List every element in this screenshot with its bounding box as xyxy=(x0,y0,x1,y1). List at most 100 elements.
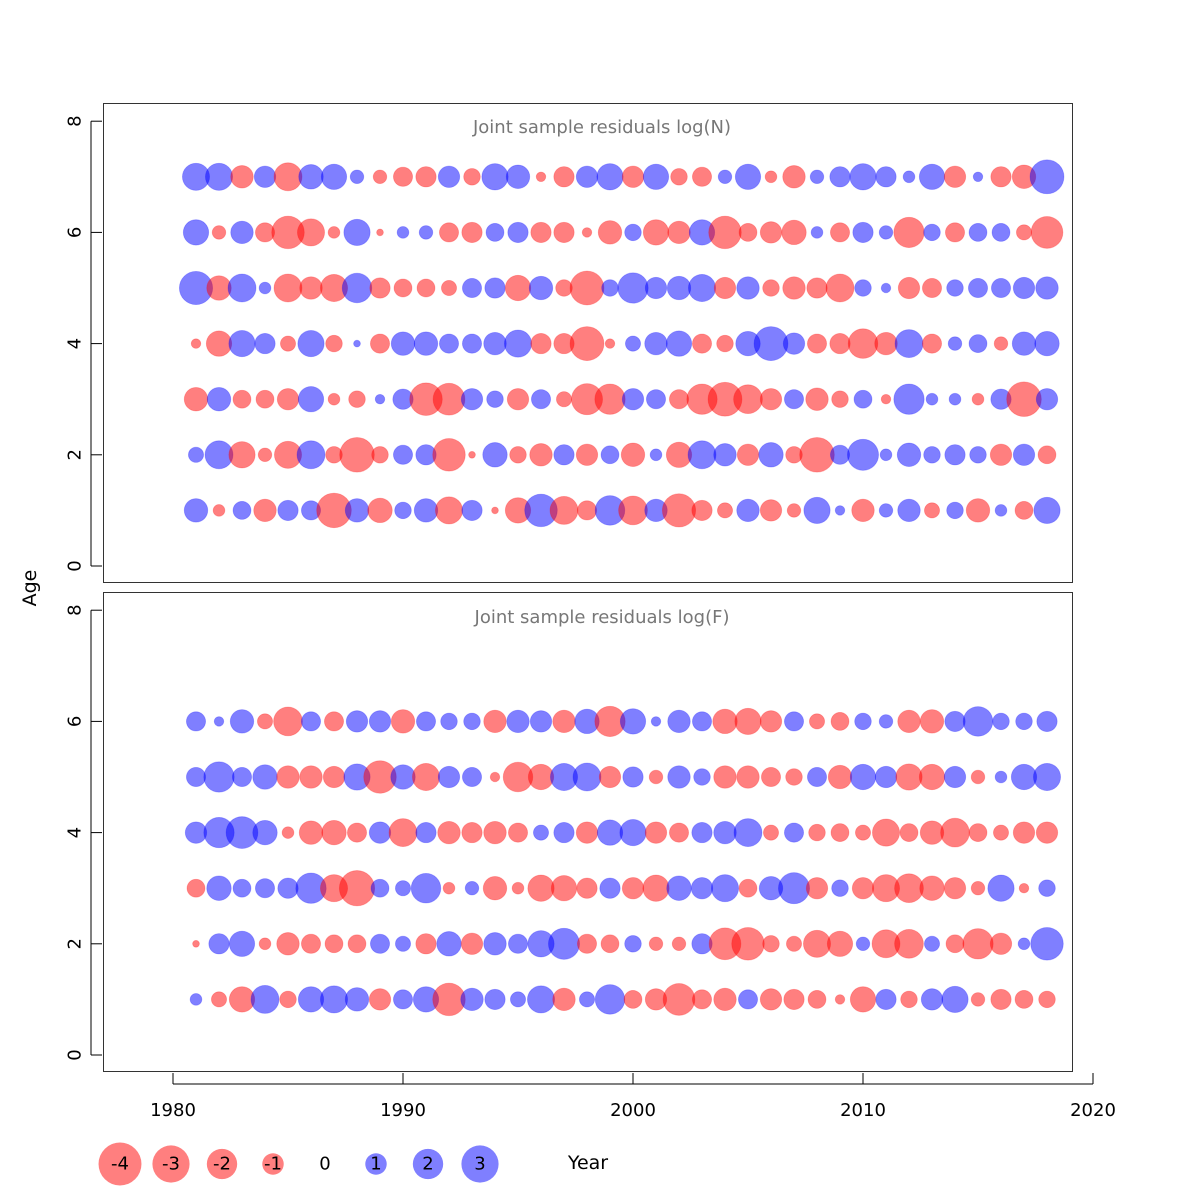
residual-bubble xyxy=(945,222,966,243)
x-axis-title: Year xyxy=(567,1152,608,1174)
residual-bubble xyxy=(432,382,466,416)
residual-bubble xyxy=(900,990,918,1009)
residual-bubble xyxy=(368,821,392,844)
residual-bubble xyxy=(228,930,256,957)
residual-bubble xyxy=(464,881,480,896)
residual-bubble xyxy=(579,991,595,1008)
residual-bubble xyxy=(644,821,668,844)
residual-bubble xyxy=(598,765,622,789)
residual-bubble xyxy=(396,226,410,239)
residual-bubble xyxy=(940,817,970,848)
residual-bubble xyxy=(1018,883,1030,894)
residual-bubble xyxy=(276,765,300,789)
residual-bubble xyxy=(415,822,437,844)
residual-bubble xyxy=(553,822,575,844)
residual-bubble xyxy=(483,820,507,845)
residual-bubble xyxy=(662,983,696,1016)
residual-bubble xyxy=(759,499,783,522)
residual-bubble xyxy=(829,333,851,355)
residual-bubble xyxy=(1035,388,1059,411)
residual-bubble xyxy=(734,707,762,735)
residual-bubble xyxy=(989,443,1013,466)
residual-bubble xyxy=(353,339,361,348)
residual-bubble xyxy=(390,709,416,734)
residual-bubble xyxy=(599,877,621,899)
residual-bubble xyxy=(390,764,416,790)
residual-bubble xyxy=(734,163,762,190)
residual-bubble xyxy=(969,446,987,464)
residual-bubble xyxy=(990,166,1012,188)
x-tick-label: 2010 xyxy=(840,1100,886,1121)
residual-bubble xyxy=(461,221,483,243)
residual-bubble xyxy=(618,495,648,526)
residual-bubble xyxy=(893,383,925,415)
residual-bubble xyxy=(432,438,466,472)
residual-bubble xyxy=(918,763,946,791)
residual-bubble xyxy=(254,333,276,355)
residual-bubble xyxy=(761,767,782,788)
y-tick-label: 2 xyxy=(65,938,86,949)
residual-bubble xyxy=(1014,990,1034,1009)
residual-bubble xyxy=(920,988,944,1011)
residual-bubble xyxy=(463,168,481,186)
residual-bubble xyxy=(185,767,206,788)
y-tick-label: 8 xyxy=(65,115,86,126)
residual-bubble xyxy=(460,388,484,411)
residual-bubble xyxy=(625,335,641,352)
residual-bubble xyxy=(620,442,646,467)
residual-bubble xyxy=(597,220,623,245)
y-tick-label: 6 xyxy=(65,227,86,238)
residual-bubble xyxy=(395,880,411,897)
residual-bubble xyxy=(803,929,831,958)
y-tick-label: 6 xyxy=(65,716,86,727)
residual-bubble xyxy=(827,764,853,790)
residual-bubble xyxy=(504,329,532,358)
residual-bubble xyxy=(691,499,713,521)
residual-bubble xyxy=(345,710,369,733)
residual-bubble xyxy=(834,505,846,516)
residual-bubble xyxy=(376,228,384,237)
residual-bubble xyxy=(1034,330,1060,357)
residual-bubble xyxy=(621,877,645,900)
residual-bubble xyxy=(924,935,940,952)
residual-bubble xyxy=(533,824,549,841)
residual-bubble xyxy=(642,219,670,246)
residual-bubble xyxy=(556,391,572,408)
legend-bubble xyxy=(152,1145,190,1183)
panel-title-bottom: Joint sample residuals log(F) xyxy=(474,607,730,628)
residual-bubble xyxy=(646,389,667,410)
residual-bubble xyxy=(918,163,946,190)
residual-bubble xyxy=(971,392,985,406)
residual-bubble xyxy=(461,277,482,298)
legend-bubble xyxy=(461,1145,499,1183)
residual-bubble xyxy=(899,823,919,842)
residual-bubble xyxy=(854,279,872,297)
residual-bubble xyxy=(348,390,366,408)
residual-bubble xyxy=(758,442,784,468)
residual-bubble xyxy=(576,877,598,899)
residual-bubble xyxy=(489,771,501,783)
residual-bubble xyxy=(276,388,300,411)
residual-bubble xyxy=(601,279,619,297)
residual-bubble xyxy=(232,878,252,898)
bubbles-top xyxy=(178,159,1065,529)
residual-bubble xyxy=(849,986,877,1013)
residual-bubble xyxy=(690,877,714,900)
residual-bubble xyxy=(713,276,737,300)
residual-bubble xyxy=(1033,763,1061,791)
residual-bubble xyxy=(529,443,553,467)
residual-bubble xyxy=(713,987,737,1012)
residual-bubble xyxy=(919,875,945,901)
residual-bubble xyxy=(341,272,373,304)
residual-bubble xyxy=(206,275,232,301)
residual-bubble xyxy=(717,502,733,519)
residual-bubble xyxy=(762,279,780,297)
legend-bubble xyxy=(412,1148,444,1180)
residual-bubble xyxy=(460,932,484,955)
residual-bubble xyxy=(829,166,851,188)
residual-bubble xyxy=(413,331,439,356)
residual-bubble xyxy=(852,221,874,243)
residual-bubble xyxy=(622,766,644,788)
residual-bubble xyxy=(785,768,803,786)
